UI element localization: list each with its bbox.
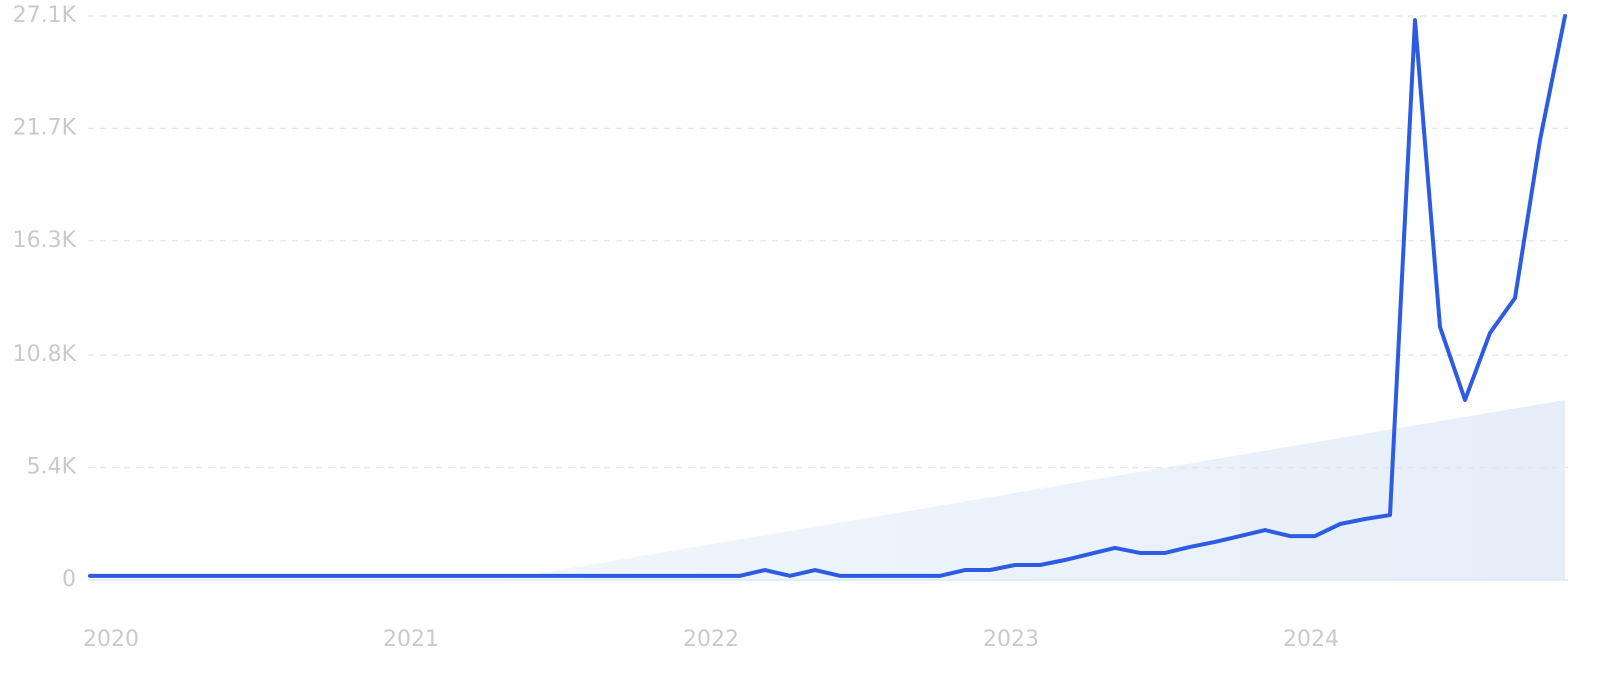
x-tick-label: 2022 <box>683 627 739 652</box>
trend-area <box>500 400 1565 580</box>
x-tick-label: 2020 <box>83 627 139 652</box>
y-tick-label: 0 <box>62 567 76 592</box>
y-tick-label: 10.8K <box>13 342 77 367</box>
y-tick-label: 5.4K <box>27 455 77 480</box>
y-tick-label: 27.1K <box>13 3 77 28</box>
x-tick-label: 2024 <box>1283 627 1339 652</box>
x-tick-label: 2023 <box>983 627 1039 652</box>
y-tick-label: 21.7K <box>13 115 77 140</box>
y-tick-label: 16.3K <box>13 228 77 253</box>
x-tick-label: 2021 <box>383 627 439 652</box>
line <box>88 14 1567 578</box>
